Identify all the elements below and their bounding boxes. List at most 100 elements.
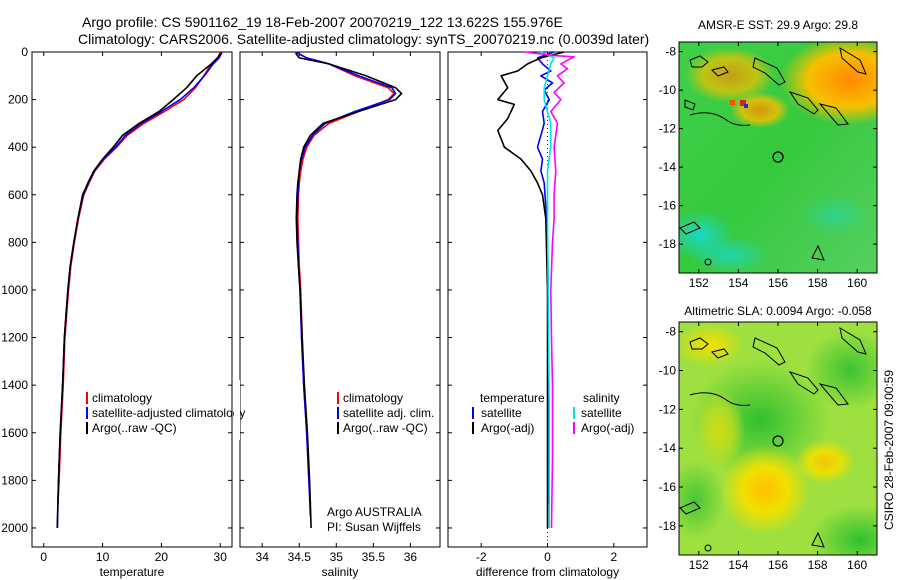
legend-label-sal-satellite: satellite — [581, 406, 622, 420]
x-tick-label: 35 — [330, 550, 344, 564]
series-line-salinity-satellite — [540, 51, 555, 528]
map-x-tick-label: 156 — [768, 276, 788, 290]
sla-argo-marker — [772, 435, 784, 447]
sla-map-title: Altimetric SLA: 0.0094 Argo: -0.058 — [684, 304, 872, 318]
map-x-tick-label: 158 — [808, 276, 828, 290]
sla-map — [679, 322, 877, 555]
sla-low-patch — [679, 460, 725, 540]
figure-title-line1: Argo profile: CS 5901162_19 18-Feb-2007 … — [82, 14, 563, 30]
sla-high-patch — [795, 440, 855, 484]
y-tick-label: 1800 — [1, 473, 28, 487]
map-x-tick-label: 160 — [847, 558, 867, 572]
temperature-legend-mask — [234, 380, 240, 440]
y-tick-label: 400 — [8, 140, 28, 154]
map-x-tick-label: 152 — [689, 558, 709, 572]
sst-cell — [744, 104, 748, 108]
sla-reef-outline — [689, 392, 751, 406]
sla-coastline — [679, 326, 867, 548]
x-tick-label: 36 — [404, 550, 418, 564]
map-y-tick-label: -16 — [659, 199, 677, 213]
y-tick-label: 600 — [8, 188, 28, 202]
legend-label-sal-argo: Argo(-adj) — [581, 421, 634, 435]
series-line-argo-raw-qc — [56, 52, 223, 529]
sst-warm-patch — [730, 92, 790, 128]
legend-label-temp-argo: Argo(-adj) — [481, 421, 534, 435]
map-y-tick-label: -12 — [659, 122, 677, 136]
sst-cool-patch — [690, 237, 770, 273]
legend-label-argo: Argo(..raw -QC) — [343, 421, 428, 435]
x-tick-label: 35.5 — [362, 550, 386, 564]
x-axis-label: difference from climatology — [476, 565, 619, 579]
sst-map-title: AMSR-E SST: 29.9 Argo: 29.8 — [698, 18, 858, 32]
legend-label-climatology: climatology — [92, 391, 152, 405]
y-tick-label: 1200 — [1, 331, 28, 345]
legend-label-climatology: climatology — [343, 391, 403, 405]
credit-vertical: CSIRO 28-Feb-2007 09:00:59 — [882, 370, 896, 530]
legend-header-temperature: temperature — [480, 391, 545, 405]
salinity-panel: 34 34.5 35 35.5 36 salinity — [239, 51, 441, 579]
map-y-tick-label: -8 — [665, 325, 676, 339]
series-line-temperature-argo-adj — [497, 51, 565, 528]
legend-swatch-argo — [337, 422, 339, 434]
x-tick-label: 34.5 — [288, 550, 312, 564]
sla-high-patch — [695, 390, 745, 470]
sst-warm-patch — [685, 47, 775, 103]
series-line-salinity-argo-adj — [524, 51, 575, 529]
sla-high-patch — [720, 445, 810, 535]
y-tick-label: 200 — [8, 93, 28, 107]
sst-cell — [730, 100, 735, 105]
x-axis-label: salinity — [322, 565, 359, 579]
series-line-satellite-adj-clim — [295, 51, 397, 517]
map-x-tick-label: 154 — [728, 276, 748, 290]
x-tick-label: 34 — [256, 550, 270, 564]
sla-low-patch — [805, 330, 877, 410]
sla-secondary-marker — [704, 544, 712, 552]
map-y-tick-label: -10 — [659, 364, 677, 378]
map-x-tick-label: 154 — [728, 558, 748, 572]
legend-label-argo: Argo(..raw -QC) — [92, 421, 177, 435]
figure-title-line2: Climatology: CARS2006. Satellite-adjuste… — [78, 31, 649, 47]
x-tick-label: 2 — [610, 550, 617, 564]
map-y-tick-label: -12 — [659, 402, 677, 416]
map-y-tick-label: -16 — [659, 480, 677, 494]
legend-swatch-satellite — [86, 407, 88, 419]
legend-swatch-satellite — [337, 407, 339, 419]
salinity-legend: climatology satellite adj. clim. Argo(..… — [337, 391, 434, 435]
y-tick-label: 800 — [8, 235, 28, 249]
sst-reef-outline — [689, 112, 751, 126]
temperature-legend: climatology satellite-adjusted climatolo… — [86, 391, 245, 435]
y-tick-label: 0 — [21, 45, 28, 59]
x-tick-label: 10 — [96, 550, 110, 564]
y-tick-label: 2000 — [1, 521, 28, 535]
x-tick-label: 0 — [544, 550, 551, 564]
map-y-tick-label: -18 — [659, 519, 677, 533]
legend-swatch-sal-argo — [573, 422, 575, 434]
sst-warm-patch — [780, 42, 877, 125]
legend-swatch-climatology — [337, 392, 339, 404]
argo-note-2: PI: Susan Wijffels — [327, 520, 421, 534]
sst-map — [679, 42, 877, 273]
legend-label-temp-satellite: satellite — [481, 406, 522, 420]
series-line-climatology — [57, 51, 221, 505]
sla-high-patch — [679, 323, 745, 367]
legend-swatch-argo — [86, 422, 88, 434]
legend-header-salinity: salinity — [583, 391, 620, 405]
x-axis-label: temperature — [100, 565, 165, 579]
map-y-tick-label: -10 — [659, 83, 677, 97]
map-y-tick-label: -18 — [659, 237, 677, 251]
map-x-tick-label: 152 — [689, 276, 709, 290]
legend-swatch-climatology — [86, 392, 88, 404]
difference-legend: temperature salinity satellite Argo(-adj… — [472, 391, 634, 435]
y-tick-label: 1600 — [1, 426, 28, 440]
sst-coastline — [679, 46, 867, 261]
sst-secondary-marker — [704, 258, 712, 266]
argo-note-1: Argo AUSTRALIA — [327, 505, 422, 519]
series-line-climatology — [295, 51, 395, 505]
map-x-tick-label: 156 — [768, 558, 788, 572]
x-tick-label: -2 — [476, 550, 487, 564]
y-tick-label: 1400 — [1, 378, 28, 392]
map-y-tick-label: -8 — [665, 45, 676, 59]
x-tick-label: 0 — [40, 550, 47, 564]
